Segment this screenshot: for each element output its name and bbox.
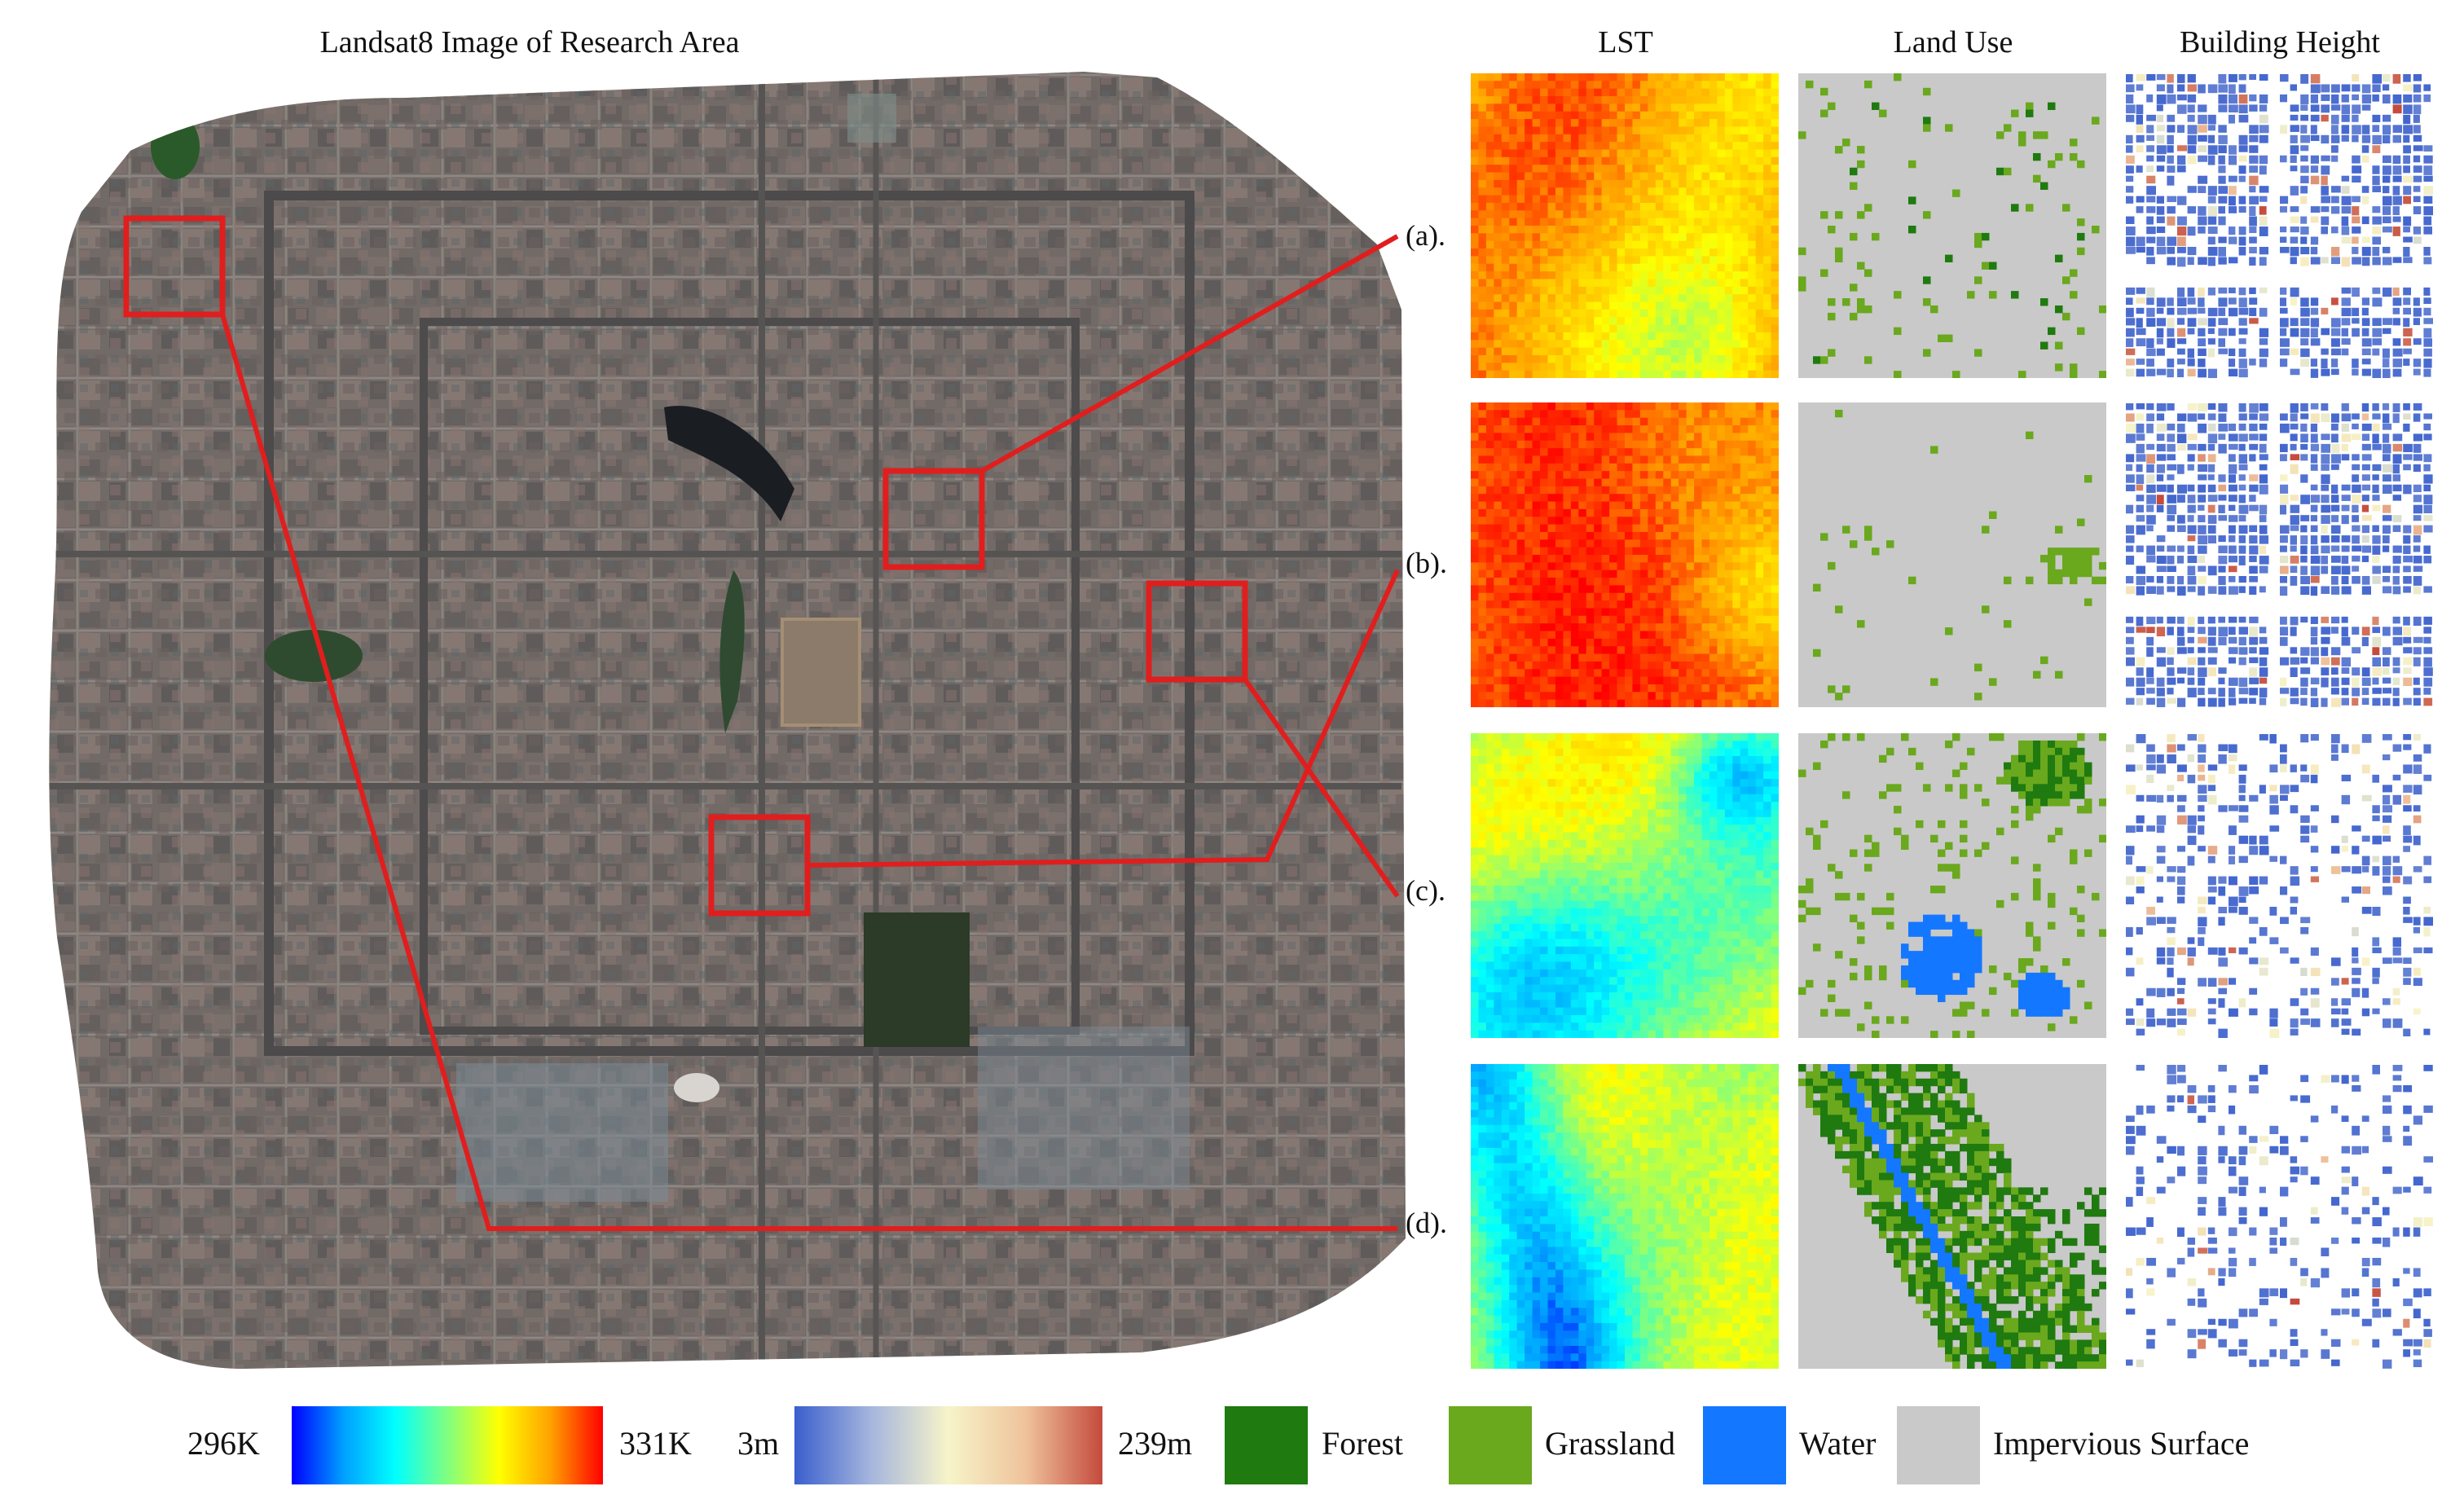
legend-forest-label: Forest (1322, 1425, 1403, 1462)
lst-tile-d (1471, 1064, 1779, 1369)
connector-line-a (980, 234, 1399, 473)
column-title-building-height: Building Height (2180, 25, 2380, 59)
building-height-tile-b (2125, 402, 2433, 707)
row-label-b: (b). (1406, 547, 1447, 579)
connector-line-d (220, 314, 1397, 1231)
row-label-a: (a). (1406, 219, 1445, 252)
legend-impervious-swatch (1897, 1406, 1980, 1484)
legend-water-label: Water (1799, 1425, 1877, 1462)
highlight-box-c (1146, 580, 1248, 683)
legend-water-swatch (1703, 1406, 1786, 1484)
legend-height-colorbar (794, 1406, 1102, 1484)
column-title-lst: LST (1598, 25, 1653, 59)
connector-line-c (1243, 678, 1400, 898)
land-use-tile-c (1798, 733, 2106, 1038)
lst-tile-b (1471, 402, 1779, 707)
connector-line-b (807, 569, 1400, 868)
satellite-image (49, 72, 1406, 1369)
legend-impervious-label: Impervious Surface (1993, 1425, 2250, 1462)
legend-lst-colorbar (292, 1406, 603, 1484)
highlight-box-a (882, 468, 985, 570)
legend-height-max: 239m (1118, 1425, 1193, 1462)
land-use-tile-b (1798, 402, 2106, 707)
building-height-tile-a (2125, 73, 2433, 378)
legend-grassland-swatch (1449, 1406, 1532, 1484)
lst-tile-c (1471, 733, 1779, 1038)
legend-height-min: 3m (737, 1425, 780, 1462)
row-label-d: (d). (1406, 1207, 1447, 1239)
building-height-tile-c (2125, 733, 2433, 1038)
column-title-land-use: Land Use (1893, 25, 2013, 59)
lst-tile-a (1471, 73, 1779, 378)
legend-grassland-label: Grassland (1545, 1425, 1675, 1462)
main-title: Landsat8 Image of Research Area (319, 25, 740, 59)
building-height-tile-d (2125, 1064, 2433, 1369)
connector-lines (220, 234, 1400, 1231)
legend-lst-max: 331K (619, 1425, 692, 1462)
highlight-box-d (123, 215, 226, 318)
row-label-c: (c). (1406, 874, 1445, 907)
legend-forest-swatch (1225, 1406, 1308, 1484)
legend-lst-min: 296K (187, 1425, 260, 1462)
land-use-tile-a (1798, 73, 2106, 378)
land-use-tile-d (1798, 1064, 2106, 1369)
